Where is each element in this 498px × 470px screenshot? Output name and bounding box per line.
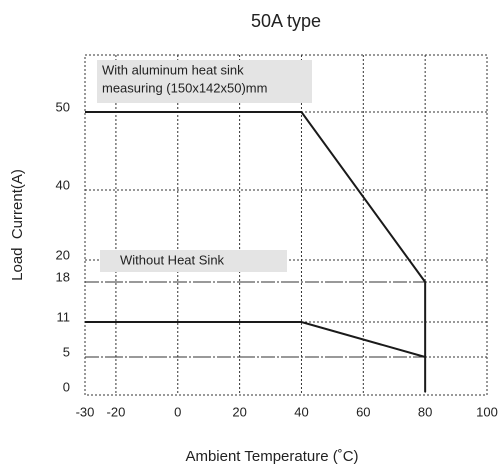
annotation-box	[100, 250, 287, 272]
y-tick-label: 18	[56, 269, 70, 284]
x-tick-label: 80	[418, 404, 432, 419]
annotation-box	[97, 60, 312, 103]
annotation-text: Without Heat Sink	[120, 252, 225, 267]
x-tick-label: 0	[174, 404, 181, 419]
x-tick-label: -30	[76, 404, 95, 419]
plot-frame	[84, 54, 488, 396]
x-tick-label: 40	[294, 404, 308, 419]
annotation-text: measuring (150x142x50)mm	[102, 80, 267, 95]
y-tick-label: 50	[56, 99, 70, 114]
chart-title: 50A type	[251, 11, 321, 31]
x-tick-label: 100	[476, 404, 498, 419]
y-tick-label: 11	[57, 309, 71, 324]
y-axis-label: Load Current(A)	[9, 169, 26, 281]
y-tick-label: 0	[63, 379, 70, 394]
x-axis-label: Ambient Temperature (˚C)	[185, 448, 358, 465]
x-tick-label: -20	[107, 404, 126, 419]
y-tick-label: 20	[56, 247, 70, 262]
x-tick-label: 20	[232, 404, 246, 419]
series-line	[85, 321, 426, 358]
series-line	[85, 111, 427, 392]
y-tick-label: 40	[56, 177, 70, 192]
y-tick-label: 5	[63, 344, 70, 359]
x-tick-label: 60	[356, 404, 370, 419]
annotation-text: With aluminum heat sink	[102, 62, 244, 77]
